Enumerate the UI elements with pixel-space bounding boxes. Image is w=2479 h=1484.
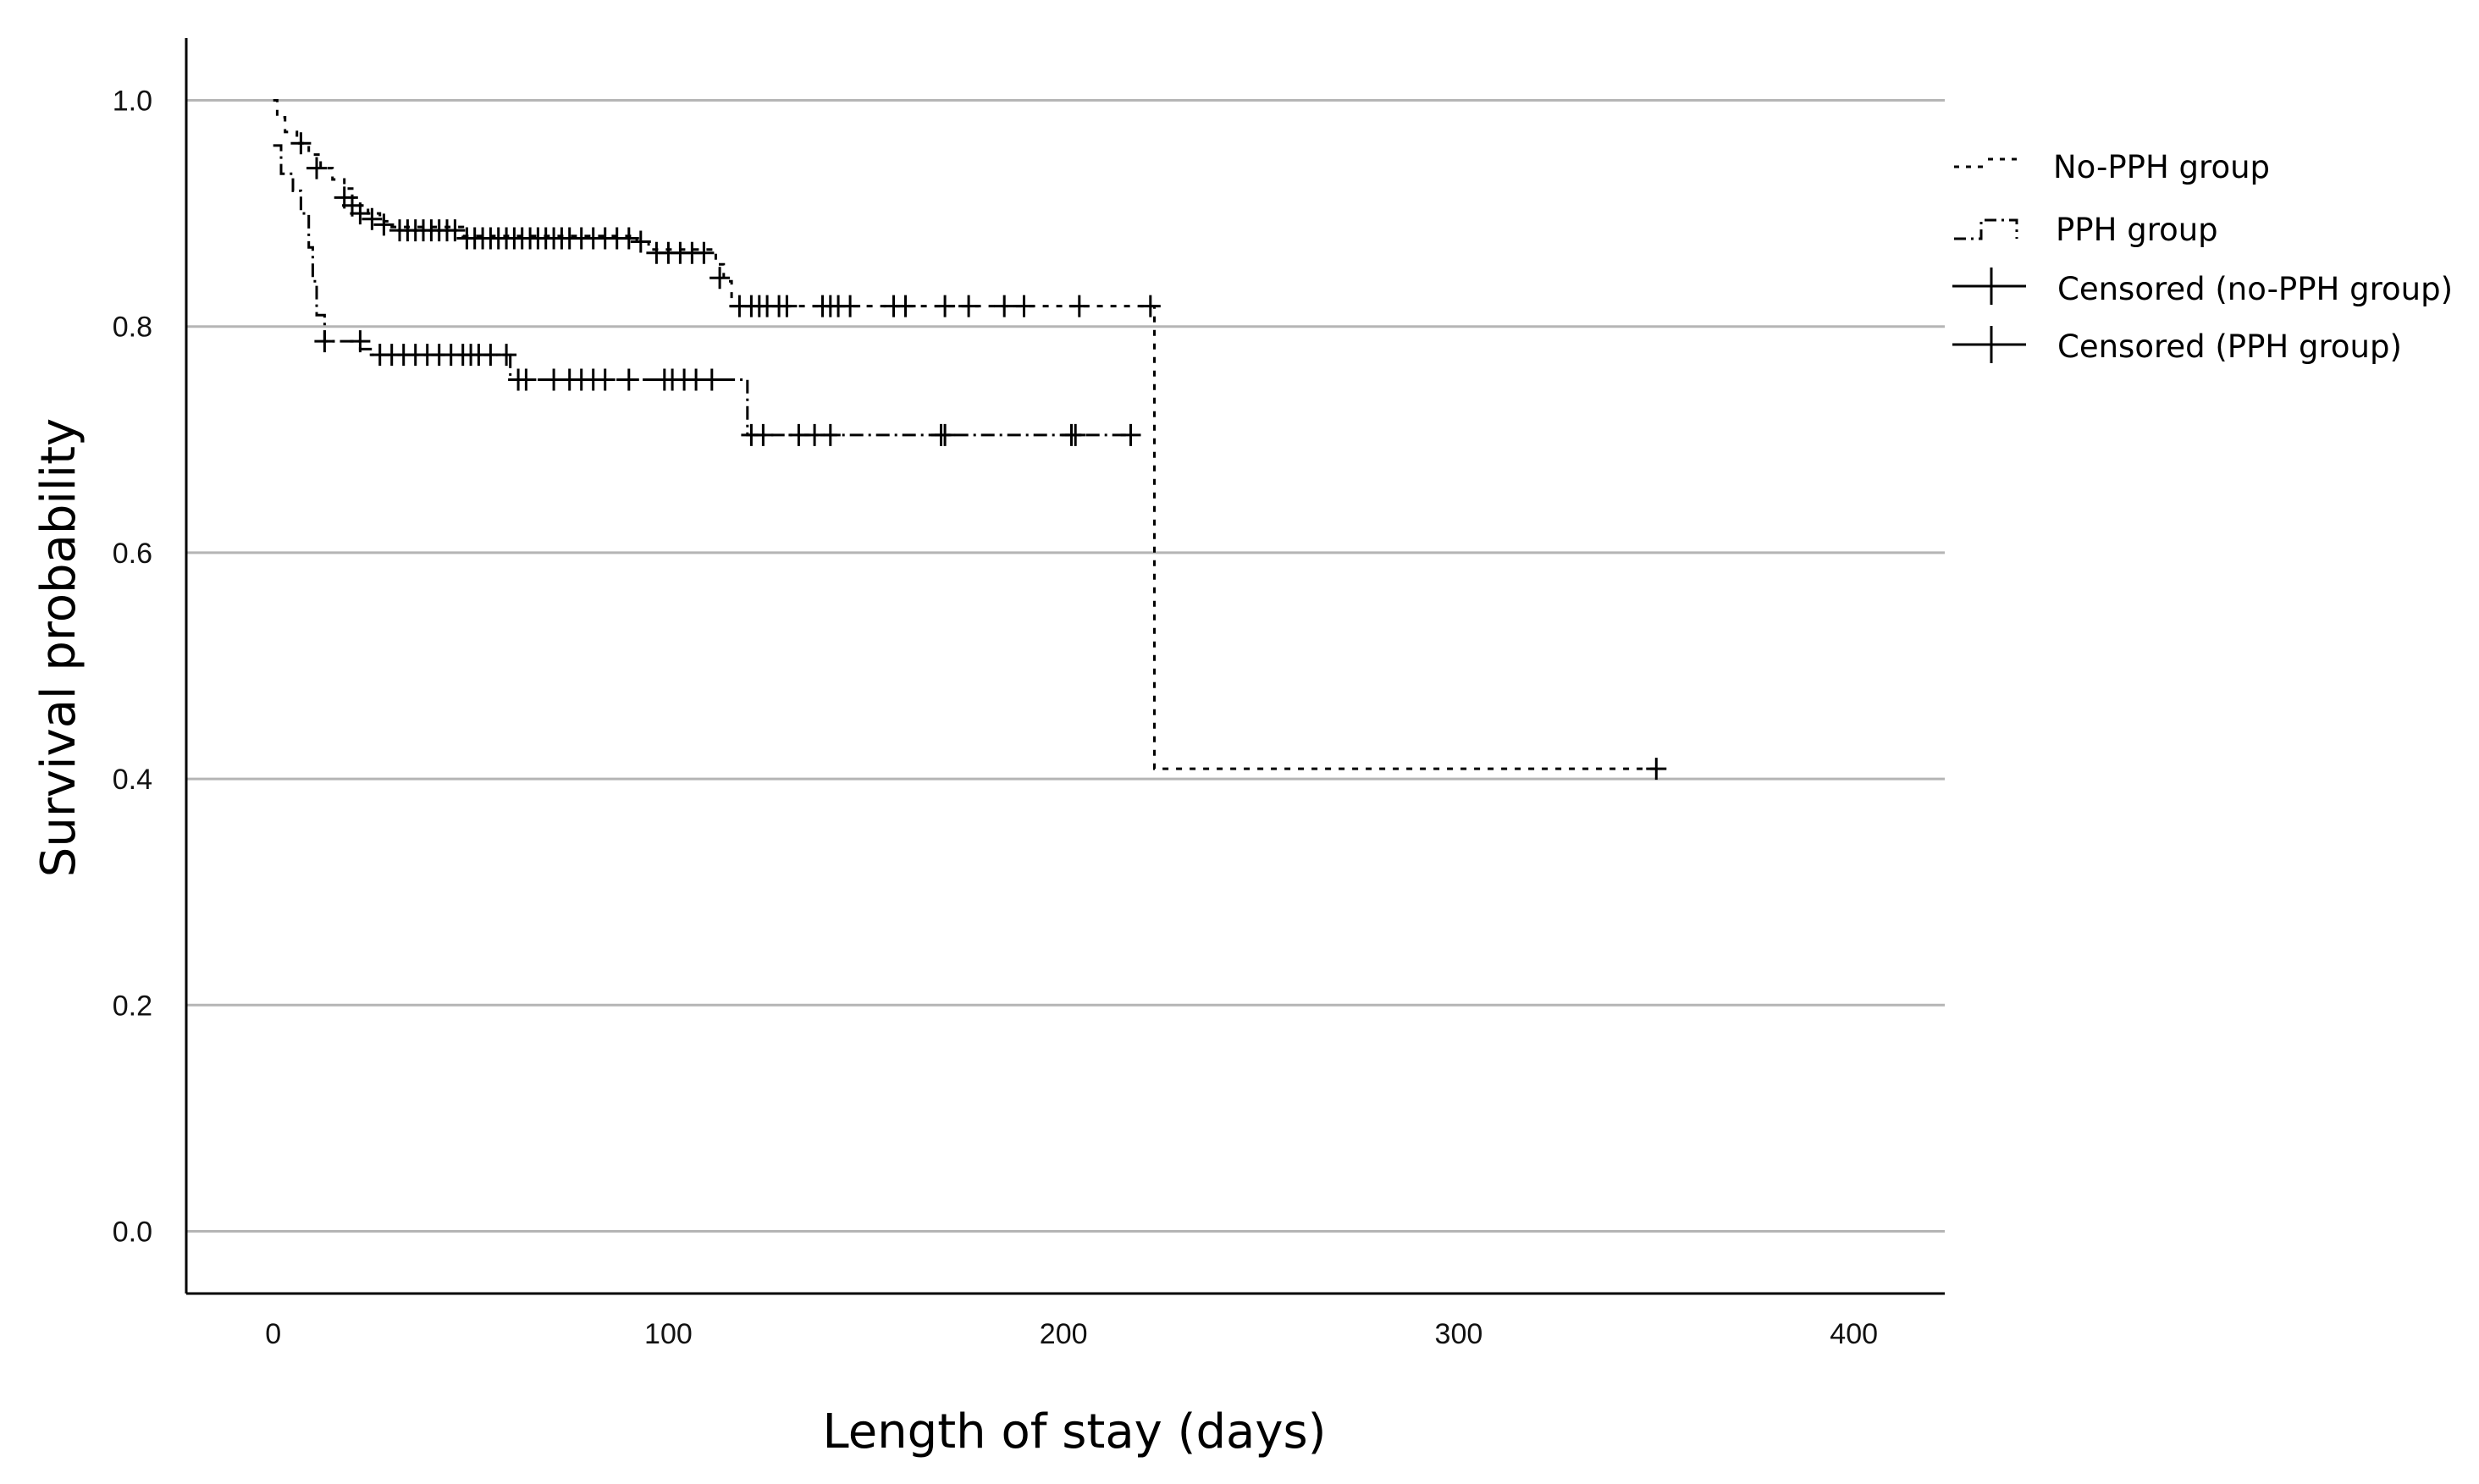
legend-item-censored-pph: Censored (PPH group) <box>1952 326 2402 365</box>
censor-mark-no-pph <box>1068 295 1090 317</box>
y-tick-label: 0.2 <box>113 990 152 1022</box>
censor-mark-pph <box>618 368 639 391</box>
censor-mark-pph <box>753 423 774 446</box>
x-ticks: 0 100 200 300 400 <box>265 1318 1878 1350</box>
censor-mark-pph <box>1120 423 1141 446</box>
censor-mark-no-pph <box>1013 295 1035 317</box>
x-tick-label: 400 <box>1830 1318 1878 1350</box>
censor-mark-pph <box>935 423 956 446</box>
legend-swatch-dash-dot <box>1954 218 2018 240</box>
gridlines <box>186 98 1945 1233</box>
censor-mark-no-pph <box>290 132 312 155</box>
censor-mark-no-pph <box>693 241 715 264</box>
censor-mark-no-pph <box>994 295 1015 317</box>
x-tick-label: 200 <box>1040 1318 1088 1350</box>
y-tick-label: 1.0 <box>113 85 152 117</box>
legend-label-pph: PPH group <box>2056 212 2218 248</box>
legend-label-censored-no-pph: Censored (no-PPH group) <box>2057 271 2453 307</box>
legend-label-censored-pph: Censored (PPH group) <box>2057 328 2402 365</box>
censor-mark-pph <box>496 344 517 367</box>
y-tick-label: 0.6 <box>113 538 152 570</box>
censor-mark-pph <box>314 330 335 353</box>
x-tick-label: 0 <box>265 1318 281 1350</box>
censor-mark-no-pph <box>350 202 371 225</box>
axes <box>185 38 1945 1295</box>
legend-item-no-pph: No-PPH group <box>1954 149 2270 185</box>
survival-curves <box>273 99 1657 770</box>
censor-mark-no-pph <box>958 295 980 317</box>
censor-mark-no-pph <box>444 219 466 242</box>
x-tick-label: 100 <box>644 1318 693 1350</box>
y-axis-title: Survival probability <box>31 418 86 877</box>
censor-marks <box>290 132 1667 781</box>
censor-mark-no-pph <box>618 227 639 250</box>
x-axis-title: Length of stay (days) <box>823 1404 1327 1459</box>
y-tick-label: 0.0 <box>113 1216 152 1249</box>
legend-label-no-pph: No-PPH group <box>2053 149 2270 185</box>
censor-mark-no-pph <box>630 230 651 253</box>
censor-mark-no-pph <box>840 295 861 317</box>
legend-item-censored-no-pph: Censored (no-PPH group) <box>1952 268 2453 307</box>
censor-mark-no-pph <box>1140 295 1161 317</box>
censor-mark-pph <box>594 368 616 391</box>
censor-mark-no-pph <box>895 295 916 317</box>
censor-mark-no-pph <box>362 207 383 230</box>
x-tick-label: 300 <box>1435 1318 1483 1350</box>
y-ticks: 0.0 0.2 0.4 0.6 0.8 1.0 <box>113 85 152 1248</box>
y-tick-label: 0.4 <box>113 764 152 796</box>
censor-mark-no-pph <box>373 213 395 236</box>
censor-mark-pph <box>820 423 841 446</box>
legend-item-pph: PPH group <box>1954 212 2218 248</box>
legend: No-PPH group PPH group Censored (no-PPH … <box>1952 149 2453 365</box>
censor-mark-pph <box>701 368 722 391</box>
censor-mark-no-pph <box>709 267 731 290</box>
censor-mark-no-pph <box>776 295 798 317</box>
censor-mark-no-pph <box>935 295 956 317</box>
censor-mark-no-pph <box>306 157 327 179</box>
censor-mark-no-pph <box>1646 758 1667 781</box>
censor-mark-pph <box>1065 423 1086 446</box>
y-tick-label: 0.8 <box>113 312 152 344</box>
censor-mark-pph <box>350 330 371 353</box>
curve-pph <box>273 144 1131 437</box>
censor-mark-pph <box>516 368 537 391</box>
